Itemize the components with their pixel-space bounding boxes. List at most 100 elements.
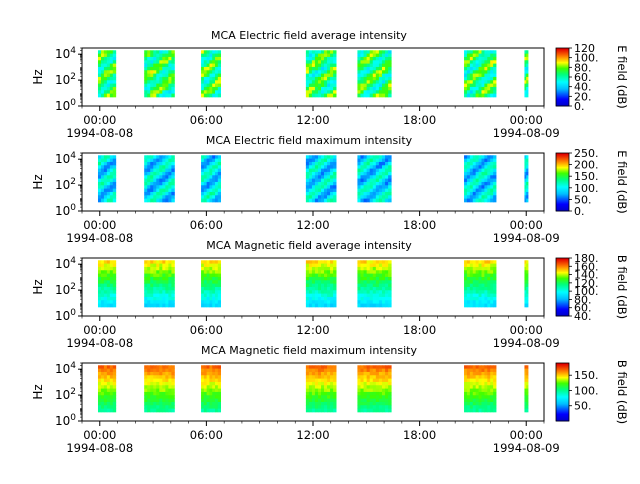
- heatmap-cell: [317, 86, 322, 91]
- heatmap-cell: [464, 368, 468, 373]
- heatmap-cell: [360, 175, 364, 180]
- heatmap-cell: [372, 63, 377, 68]
- heatmap-cell: [481, 381, 485, 386]
- heatmap-cell: [466, 293, 471, 298]
- heatmap-cell: [203, 260, 208, 265]
- heatmap-cell: [153, 168, 157, 173]
- heatmap-cell: [481, 171, 485, 176]
- heatmap-cell: [333, 273, 337, 278]
- heatmap-cell: [472, 56, 477, 61]
- heatmap-cell: [165, 300, 169, 305]
- heatmap-cell: [327, 175, 331, 180]
- heatmap-cell: [472, 165, 477, 170]
- heatmap-cell: [366, 63, 371, 68]
- heatmap-cell: [168, 50, 172, 55]
- heatmap-cell: [327, 405, 331, 410]
- heatmap-cell: [360, 63, 364, 68]
- colorbar-segment: [556, 84, 569, 87]
- heatmap-cell: [378, 260, 383, 265]
- heatmap-cell: [366, 50, 371, 55]
- heatmap-cell: [375, 168, 380, 173]
- heatmap-cell: [524, 296, 527, 301]
- heatmap-cell: [203, 391, 208, 396]
- heatmap-cell: [490, 60, 494, 65]
- heatmap-cell: [372, 398, 377, 403]
- heatmap-cell: [333, 296, 337, 301]
- heatmap-cell: [314, 270, 319, 275]
- heatmap-cell: [472, 365, 477, 370]
- colorbar-segment: [556, 263, 569, 266]
- heatmap-cell: [308, 371, 313, 376]
- heatmap-cell: [464, 66, 468, 71]
- heatmap-cell: [109, 300, 114, 305]
- heatmap-cell: [330, 408, 334, 413]
- heatmap-cell: [360, 188, 364, 193]
- heatmap-cell: [217, 303, 221, 308]
- heatmap-cell: [366, 296, 371, 301]
- colorbar-segment: [556, 199, 569, 201]
- heatmap-cell: [317, 286, 322, 291]
- heatmap-cell: [524, 93, 527, 98]
- heatmap-cell: [215, 70, 219, 75]
- heatmap-cell: [203, 50, 208, 55]
- heatmap-cell: [478, 303, 482, 308]
- heatmap-cell: [212, 178, 216, 183]
- heatmap-cell: [330, 53, 334, 58]
- colorbar-segment: [556, 203, 569, 205]
- heatmap-cell: [209, 86, 213, 91]
- heatmap-cell: [144, 168, 148, 173]
- heatmap-cell: [333, 280, 337, 285]
- heatmap-cell: [103, 80, 108, 85]
- heatmap-cell: [206, 175, 210, 180]
- heatmap-cell: [321, 171, 325, 176]
- heatmap-cell: [159, 86, 163, 91]
- heatmap-cell: [469, 371, 474, 376]
- heatmap-cell: [100, 300, 105, 305]
- heatmap-cell: [150, 371, 154, 376]
- heatmap-cell: [109, 391, 114, 396]
- heatmap-cell: [385, 300, 389, 305]
- heatmap-cell: [381, 365, 386, 370]
- heatmap-cell: [363, 191, 368, 196]
- heatmap-cell: [97, 155, 102, 160]
- heatmap-cell: [203, 283, 208, 288]
- heatmap-cell: [308, 198, 313, 203]
- heatmap-cell: [321, 283, 325, 288]
- colorbar-segment: [556, 287, 569, 289]
- heatmap-cell: [106, 188, 111, 193]
- heatmap-cell: [475, 191, 479, 196]
- heatmap-cell: [385, 270, 389, 275]
- heatmap-cell: [469, 60, 474, 65]
- heatmap-cell: [357, 83, 361, 88]
- heatmap-cell: [147, 168, 151, 173]
- heatmap-cell: [165, 388, 169, 393]
- heatmap-cell: [97, 266, 102, 271]
- heatmap-cell: [201, 158, 205, 163]
- heatmap-cell: [385, 280, 389, 285]
- heatmap-cell: [308, 375, 313, 380]
- heatmap-cell: [147, 371, 151, 376]
- heatmap-cell: [311, 280, 316, 285]
- heatmap-cell: [206, 375, 210, 380]
- heatmap-cell: [375, 276, 380, 281]
- heatmap-cell: [526, 165, 529, 170]
- heatmap-cell: [363, 280, 368, 285]
- heatmap-cell: [317, 93, 322, 98]
- heatmap-cell: [490, 280, 494, 285]
- heatmap-cell: [324, 365, 328, 370]
- heatmap-cell: [212, 365, 216, 370]
- heatmap-cell: [372, 155, 377, 160]
- heatmap-cell: [357, 270, 361, 275]
- heatmap-cell: [112, 161, 117, 166]
- y-tick-exponent: 0: [70, 413, 76, 423]
- panel-title: MCA Electric field average intensity: [211, 29, 407, 42]
- heatmap-cell: [360, 90, 364, 95]
- heatmap-cell: [156, 86, 160, 91]
- heatmap-cell: [153, 263, 157, 268]
- heatmap-cell: [112, 286, 117, 291]
- heatmap-cell: [378, 381, 383, 386]
- heatmap-cell: [112, 405, 117, 410]
- heatmap-cell: [321, 381, 325, 386]
- heatmap-cell: [159, 296, 163, 301]
- heatmap-cell: [333, 168, 337, 173]
